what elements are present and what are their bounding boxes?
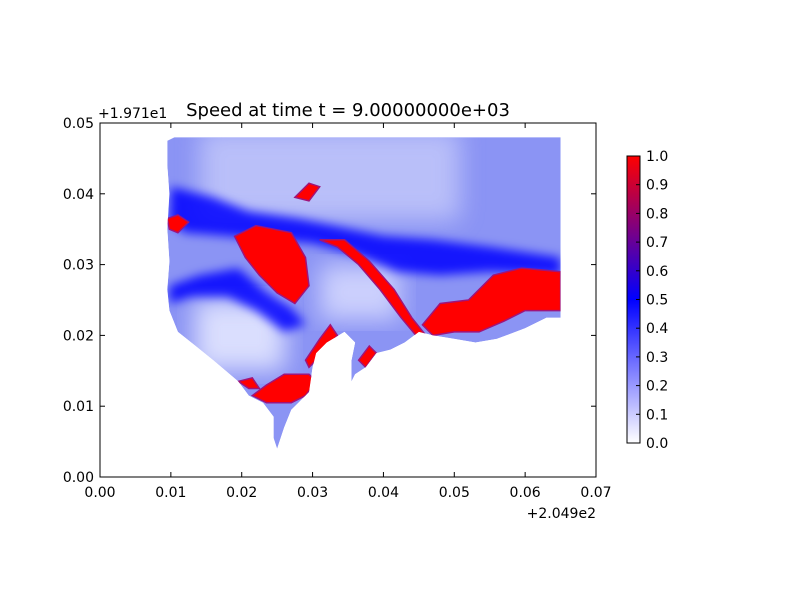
high-speed-region — [167, 214, 190, 234]
colorbar-tick-label: 0.3 — [646, 350, 668, 366]
medium-speed-region — [169, 268, 306, 332]
x-axis: 0.00 0.01 0.02 0.03 0.04 0.05 0.06 0.07 — [84, 123, 612, 501]
x-offset-label: +2.049e2 — [527, 506, 596, 522]
colorbar-tick-label: 0.6 — [646, 264, 668, 280]
colorbar-tick-label: 0.4 — [646, 321, 668, 337]
high-speed-region — [236, 377, 261, 390]
colorbar-tick-label: 0.5 — [646, 293, 668, 309]
plot-frame — [99, 122, 597, 478]
x-tick-label: 0.07 — [580, 485, 611, 501]
high-speed-region — [293, 182, 321, 202]
x-tick-label: 0.02 — [226, 485, 257, 501]
x-tick-label: 0.01 — [155, 485, 186, 501]
x-tick-label: 0.00 — [84, 485, 115, 501]
y-tick-label: 0.02 — [63, 328, 94, 344]
y-axis: 0.00 0.01 0.02 0.03 0.04 0.05 — [63, 116, 596, 486]
y-tick-label: 0.04 — [63, 187, 94, 203]
colorbar-tick-label: 1.0 — [646, 149, 668, 165]
medium-speed-layer — [169, 186, 561, 332]
speed-field — [167, 137, 561, 449]
medium-speed-region — [169, 186, 561, 276]
colorbar-tick-label: 0.7 — [646, 235, 668, 251]
y-tick-label: 0.03 — [63, 258, 94, 274]
colorbar-tick-label: 0.1 — [646, 407, 668, 423]
high-speed-region — [357, 344, 378, 369]
colorbar-tick-label: 0.2 — [646, 379, 668, 395]
x-tick-label: 0.05 — [439, 485, 470, 501]
high-speed-region — [304, 323, 339, 369]
colorbar-ticks: 0.0 0.1 0.2 0.3 0.4 0.5 0.6 0.7 0.8 0.9 1.0 — [636, 149, 668, 452]
low-speed-haze — [200, 137, 460, 220]
high-speed-layer — [167, 182, 561, 404]
high-speed-region — [421, 267, 561, 337]
y-tick-label: 0.00 — [63, 470, 94, 486]
colorbar-tick-label: 0.8 — [646, 206, 668, 222]
x-tick-label: 0.04 — [368, 485, 399, 501]
y-tick-label: 0.05 — [63, 116, 94, 132]
high-speed-region — [233, 224, 310, 305]
y-tick-label: 0.01 — [63, 399, 94, 415]
x-tick-label: 0.03 — [297, 485, 328, 501]
x-tick-label: 0.06 — [510, 485, 541, 501]
chart-title: Speed at time t = 9.00000000e+03 — [186, 100, 510, 121]
y-offset-label: +1.971e1 — [98, 106, 167, 122]
colorbar-tick-label: 0.0 — [646, 436, 668, 452]
colorbar-tick-label: 0.9 — [646, 178, 668, 194]
